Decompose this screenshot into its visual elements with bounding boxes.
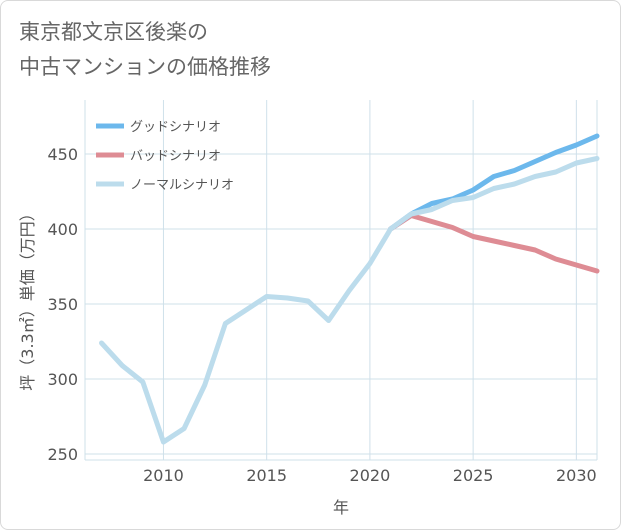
y-tick-label-250: 250 [47,445,78,464]
chart-title-line1: 東京都文京区後楽の [19,20,208,44]
x-tick-label-2025: 2025 [453,466,494,485]
legend-label-3: ノーマルシナリオ [130,178,234,193]
chart-title: 東京都文京区後楽の 中古マンションの価格推移 [19,15,271,85]
y-tick-label-400: 400 [47,220,78,239]
chart-title-line2: 中古マンションの価格推移 [19,55,271,79]
legend-label-2: バッドシナリオ [130,149,221,164]
series-lines [99,133,600,445]
series-line-3 [99,156,600,445]
y-tick-label-350: 350 [47,295,78,314]
y-tick-label-450: 450 [47,145,78,164]
x-tick-label-2020: 2020 [350,466,391,485]
x-axis-title: 年 [333,498,349,517]
legend-label-1: グッドシナリオ [130,120,221,135]
y-axis-title: 坪（3.3㎡）単価（万円） [18,205,37,390]
series-line-2 [388,213,600,274]
x-tick-label-2030: 2030 [556,466,597,485]
x-tick-labels: 2010 2015 2020 2025 2030 [143,466,597,485]
series-line-1 [388,133,600,232]
y-tick-label-300: 300 [47,370,78,389]
x-tick-label-2015: 2015 [246,466,287,485]
x-tick-label-2010: 2010 [143,466,184,485]
y-tick-labels: 250 300 350 400 450 [47,145,78,464]
